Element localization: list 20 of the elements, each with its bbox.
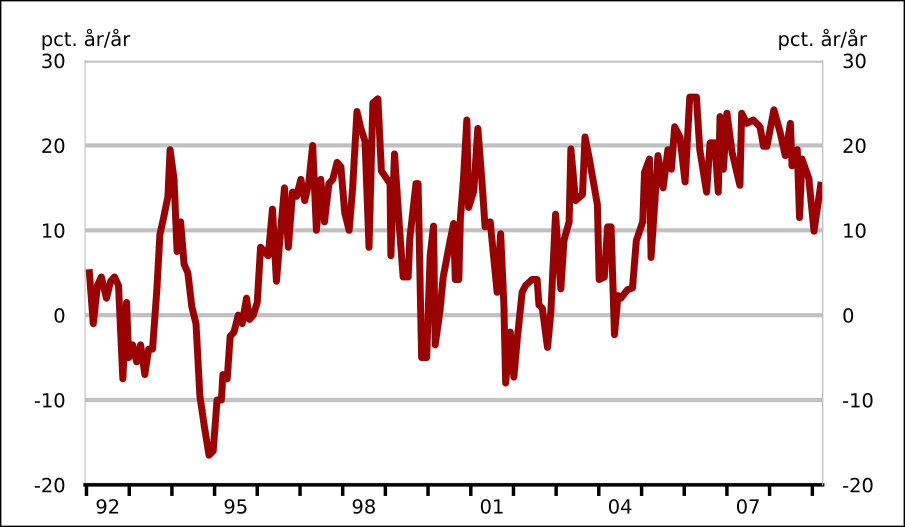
y-axis-title: pct. år/år: [42, 28, 130, 50]
y2-tick-label: 20: [844, 138, 866, 154]
x-tick-label: 01: [480, 499, 503, 514]
x-tick-label: 92: [96, 499, 118, 514]
y-tick-label: 30: [42, 54, 64, 68]
x-tick-label: 95: [224, 499, 246, 514]
y-tick-label: 10: [43, 223, 64, 238]
y2-tick-label: 0: [843, 308, 854, 323]
y2-axis-title: pct. år/år: [779, 28, 867, 50]
y-tick-label: 0: [54, 308, 64, 323]
y2-tick-label: 30: [844, 54, 866, 68]
y2-tick-label: 10: [844, 223, 866, 238]
x-tick-label: 07: [736, 499, 759, 514]
y-tick-label: -20: [34, 478, 64, 493]
x-tick-label: 98: [352, 499, 375, 514]
y-tick-label: 20: [42, 138, 64, 154]
y-tick-label: -10: [34, 392, 64, 408]
y2-tick-label: -20: [843, 478, 873, 493]
x-tick-label: 04: [608, 499, 632, 514]
y2-tick-label: -10: [843, 392, 873, 408]
